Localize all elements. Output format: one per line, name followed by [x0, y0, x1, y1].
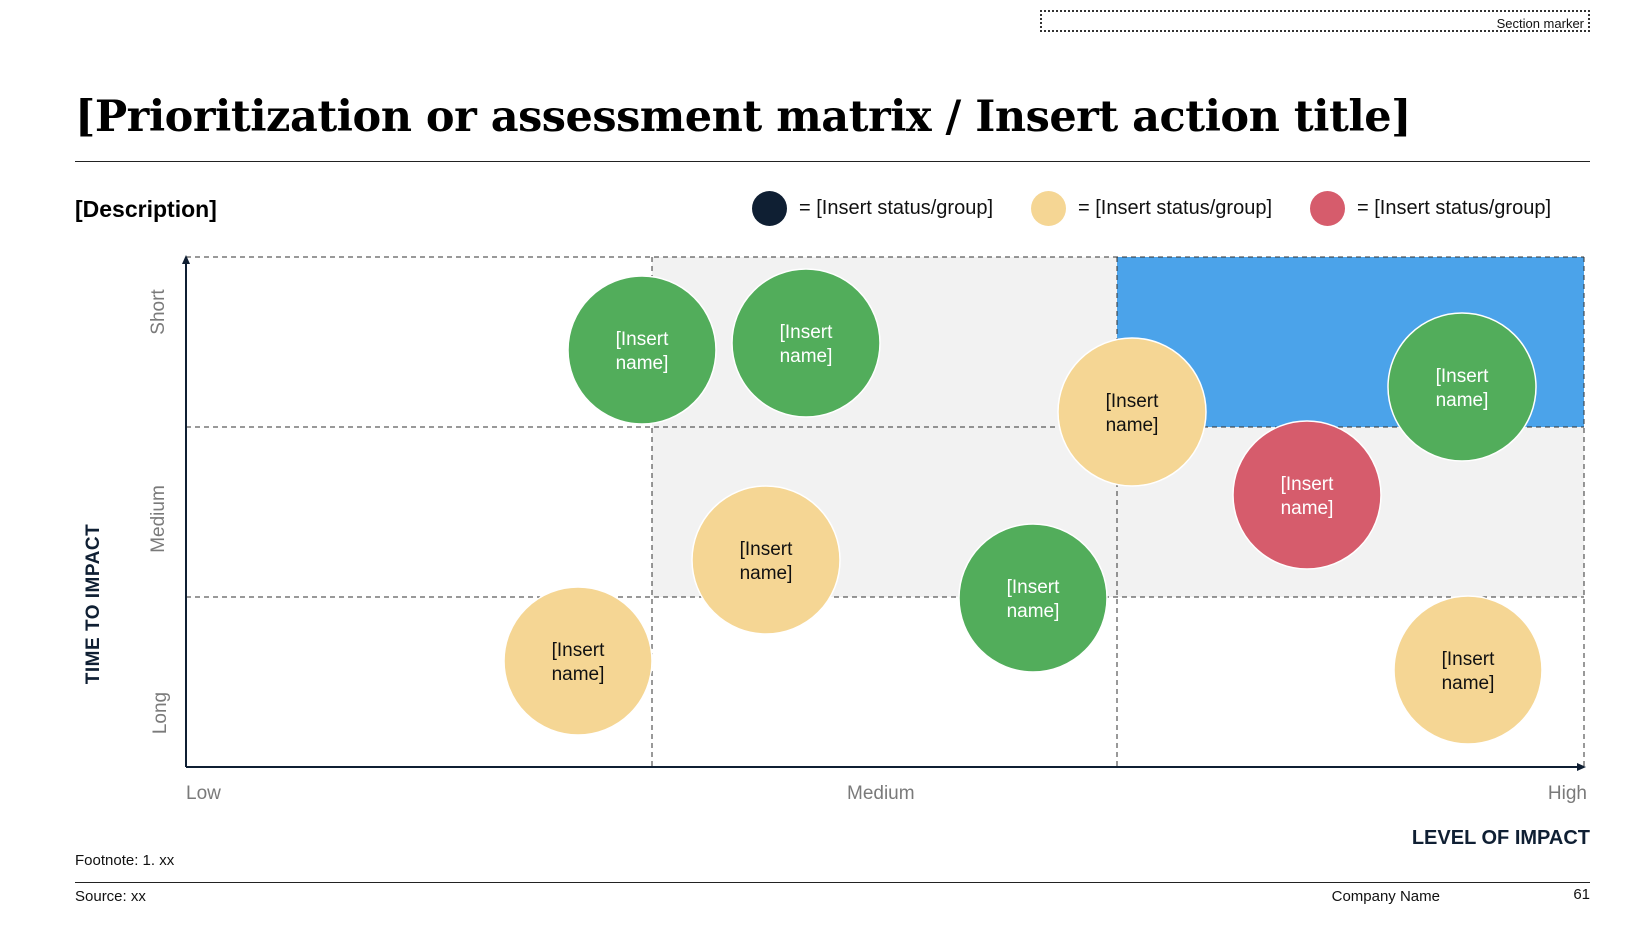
- footnote: Footnote: 1. xx: [75, 852, 175, 869]
- x-tick-medium: Medium: [847, 783, 915, 804]
- description-label: [Description]: [75, 196, 217, 222]
- company-name: Company Name: [1331, 888, 1440, 905]
- bubble-5: [Insert name]: [1232, 420, 1382, 570]
- bubble-2: [Insert name]: [731, 268, 881, 418]
- legend-item-1: = [Insert status/group]: [752, 190, 993, 226]
- bubble-3: [Insert name]: [1057, 337, 1207, 487]
- y-tick-short-label: Short: [148, 289, 169, 335]
- legend-item-3: = [Insert status/group]: [1310, 190, 1551, 226]
- bubble-label-line1: [Insert: [1442, 649, 1496, 670]
- bubble-label-line2: name]: [740, 563, 793, 584]
- bubble-label-line2: name]: [780, 346, 833, 367]
- source-note: Source: xx: [75, 888, 146, 905]
- bubble-label-line1: [Insert: [1281, 474, 1335, 495]
- x-tick-low: Low: [186, 783, 221, 804]
- bubble-label-line1: [Insert: [1106, 391, 1160, 412]
- bubble-1: [Insert name]: [567, 275, 717, 425]
- bubble-label-line1: [Insert: [1436, 366, 1490, 387]
- bubble-8: [Insert name]: [503, 586, 653, 736]
- title-divider: [75, 161, 1590, 162]
- bubble-circle: [731, 268, 881, 418]
- legend-dot-2: [1031, 190, 1066, 226]
- legend-label-3: = [Insert status/group]: [1357, 196, 1551, 219]
- bubble-label-line1: [Insert: [1007, 577, 1061, 598]
- bubble-label-line2: name]: [1007, 601, 1060, 622]
- bubble-4: [Insert name]: [1387, 312, 1537, 462]
- legend-dot-1: [752, 190, 787, 226]
- footer-divider: [75, 882, 1590, 883]
- legend-item-2: = [Insert status/group]: [1031, 190, 1272, 226]
- bubble-label-line2: name]: [1436, 390, 1489, 411]
- y-axis-title-text: TIME TO IMPACT: [83, 523, 104, 685]
- bubble-label-line2: name]: [1281, 498, 1334, 519]
- bubble-circle: [503, 586, 653, 736]
- y-tick-medium-label: Medium: [148, 485, 169, 553]
- y-tick-long-label: Long: [150, 691, 171, 735]
- bubble-circle: [567, 275, 717, 425]
- bubble-label-line1: [Insert: [616, 329, 670, 350]
- bubble-label-line2: name]: [1106, 415, 1159, 436]
- bubble-circle: [958, 523, 1108, 673]
- legend-label-1: = [Insert status/group]: [799, 196, 993, 219]
- page-title: [Prioritization or assessment matrix / I…: [75, 92, 1411, 142]
- bubble-7: [Insert name]: [958, 523, 1108, 673]
- legend-label-2: = [Insert status/group]: [1078, 196, 1272, 219]
- bubble-label-line1: [Insert: [780, 322, 834, 343]
- matrix-cell-shaded-top-middle: [652, 257, 1117, 427]
- section-marker: Section marker: [1040, 10, 1590, 32]
- x-tick-high: High: [1547, 783, 1587, 804]
- bubble-circle: [1232, 420, 1382, 570]
- bubble-6: [Insert name]: [691, 485, 841, 635]
- bubble-label-line2: name]: [552, 664, 605, 685]
- bubble-9: [Insert name]: [1393, 595, 1543, 745]
- page-number: 61: [1573, 886, 1590, 903]
- x-axis-title: LEVEL OF IMPACT: [1411, 827, 1590, 849]
- bubble-circle: [1057, 337, 1207, 487]
- bubble-circle: [1393, 595, 1543, 745]
- bubble-circle: [691, 485, 841, 635]
- bubble-circle: [1387, 312, 1537, 462]
- legend-dot-3: [1310, 190, 1345, 226]
- bubble-label-line2: name]: [1442, 673, 1495, 694]
- bubble-label-line2: name]: [616, 353, 669, 374]
- bubble-label-line1: [Insert: [552, 640, 606, 661]
- bubble-label-line1: [Insert: [740, 539, 794, 560]
